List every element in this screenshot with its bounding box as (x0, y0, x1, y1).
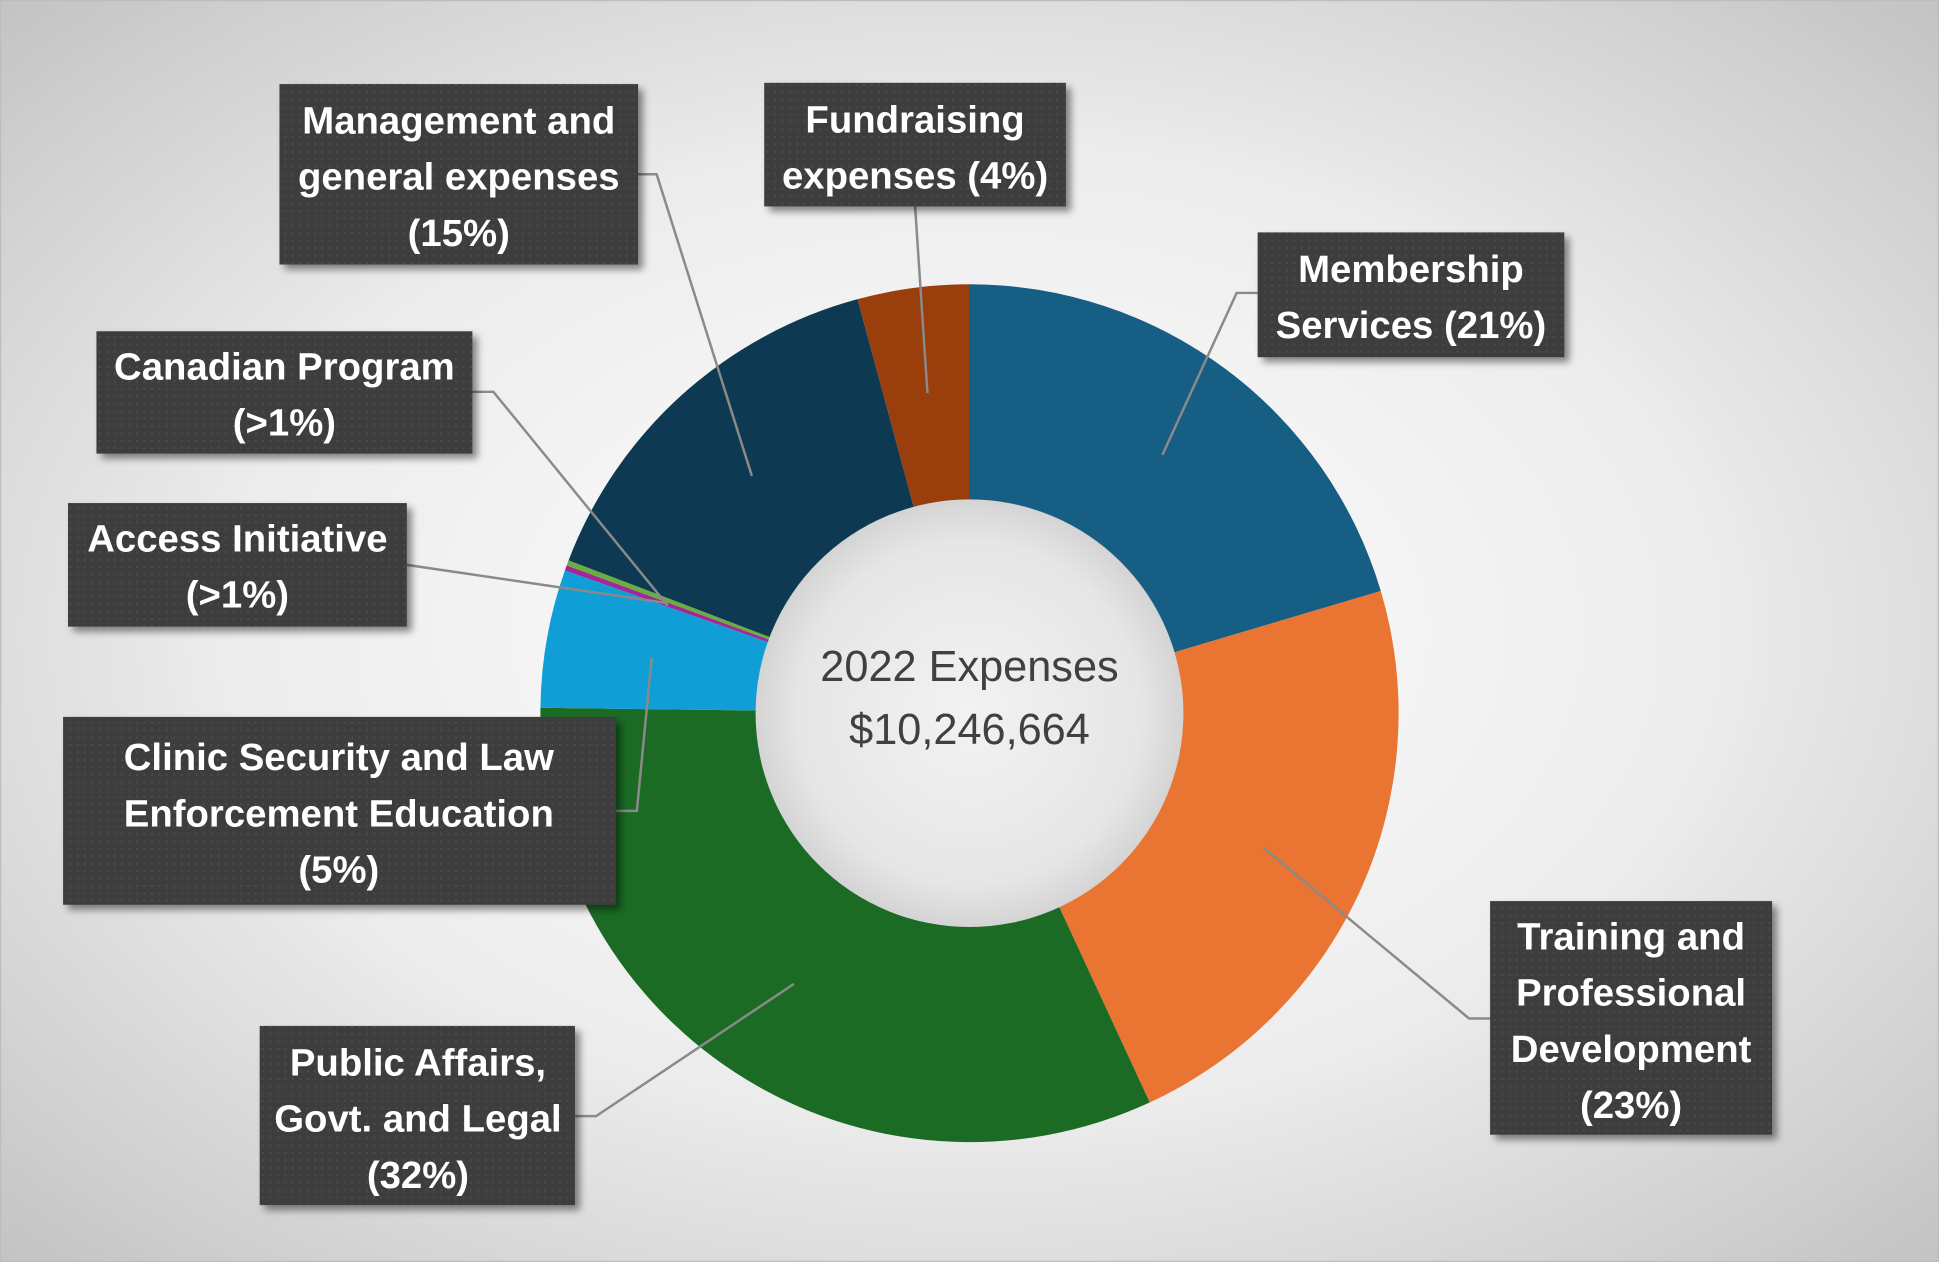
data-label-box (1257, 232, 1565, 358)
data-label-text: (23%) (1580, 1084, 1682, 1127)
data-label: Clinic Security and Law Enforcement Educa… (63, 716, 616, 905)
slice-canadian-program (566, 560, 772, 641)
data-label: Fundraising expenses (4%) (764, 82, 1066, 207)
leader-line (1263, 846, 1491, 1020)
data-label-text: Training and (1517, 915, 1745, 958)
data-label-text: Clinic Security and Law (124, 736, 554, 779)
data-label: Membership Services (21%) (1257, 232, 1565, 358)
data-label-text: Management and (302, 100, 615, 143)
leader-lines (406, 173, 1491, 1118)
slice-public-affairs-govt-and-legal (540, 707, 1150, 1143)
data-label-text: expenses (4%) (782, 155, 1048, 198)
leader-line (406, 563, 668, 605)
data-label-box (96, 331, 473, 454)
data-label-text: Membership (1298, 248, 1524, 291)
donut-slices (540, 284, 1399, 1143)
data-label-text: (>1%) (186, 574, 289, 617)
data-label-box (259, 1025, 576, 1206)
data-label-text: general expenses (298, 156, 620, 199)
leader-line (472, 390, 669, 607)
data-label-box (68, 503, 407, 627)
data-label-box (63, 716, 616, 905)
donut-hole (755, 499, 1184, 928)
data-label-text: Services (21%) (1276, 304, 1547, 347)
data-label-text: Development (1511, 1028, 1752, 1071)
data-label: Public Affairs, Govt. and Legal (32%) (259, 1025, 576, 1206)
data-label-text: (5%) (298, 849, 379, 892)
data-label: Canadian Program (>1%) (96, 331, 473, 454)
data-label-text: Professional (1516, 972, 1746, 1015)
data-label-text: (>1%) (233, 402, 336, 445)
data-labels: Membership Services (21%) Training and Prof… (63, 82, 1773, 1206)
slice-clinic-security-and-law-enforcement-education (540, 570, 771, 711)
data-label-text: (15%) (408, 212, 510, 255)
data-label: Training and Professional Development (23%) (1490, 901, 1773, 1135)
leader-line (1161, 291, 1258, 456)
data-label-text: Access Initiative (87, 517, 387, 560)
data-label-text: (32%) (367, 1154, 469, 1197)
data-label-text: Govt. and Legal (274, 1098, 561, 1141)
slice-training-and-professional-development (1058, 590, 1399, 1103)
data-label: Management and general expenses (15%) (279, 84, 639, 265)
center-total: $10,246,664 (849, 706, 1090, 754)
data-label-text: Public Affairs, (290, 1041, 546, 1084)
data-label-box (764, 82, 1066, 207)
slice-fundraising-expenses (857, 284, 970, 510)
data-label-box (1490, 901, 1773, 1135)
data-label-box (279, 84, 639, 265)
leader-line (615, 657, 653, 813)
slice-membership-services (969, 284, 1381, 653)
leader-line (575, 982, 795, 1118)
center-title: 2022 Expenses (820, 643, 1118, 691)
data-label-text: Enforcement Education (124, 792, 554, 835)
leader-line (913, 206, 929, 394)
data-label-text: Fundraising (805, 98, 1024, 141)
data-label-text: Canadian Program (114, 345, 455, 388)
leader-line (638, 173, 754, 477)
data-label: Access Initiative (>1%) (68, 503, 407, 627)
